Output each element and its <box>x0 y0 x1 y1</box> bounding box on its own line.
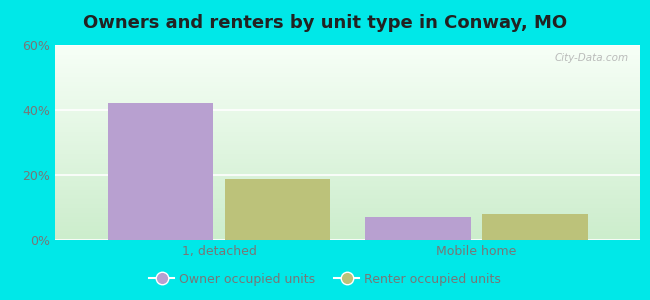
Legend: Owner occupied units, Renter occupied units: Owner occupied units, Renter occupied un… <box>144 268 506 291</box>
Bar <box>108 103 213 240</box>
Text: Owners and renters by unit type in Conway, MO: Owners and renters by unit type in Conwa… <box>83 14 567 32</box>
Bar <box>365 217 471 240</box>
Text: City-Data.com: City-Data.com <box>554 53 629 63</box>
Bar <box>225 178 330 240</box>
Bar <box>482 214 588 240</box>
